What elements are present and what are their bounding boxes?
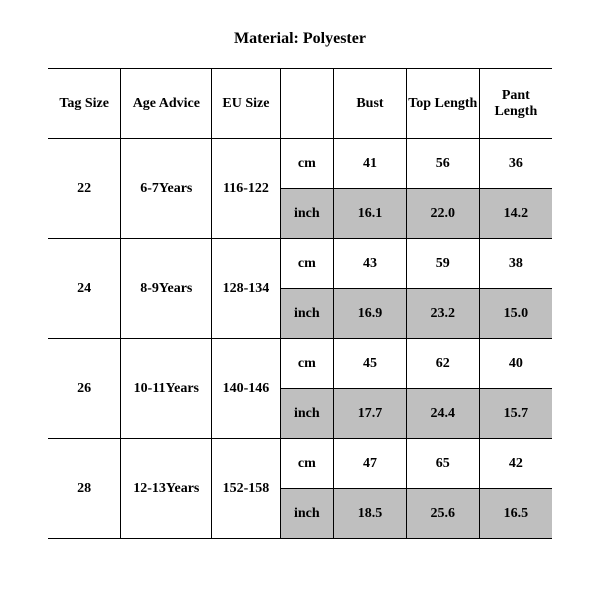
cell-top-length-inch: 23.2: [406, 289, 479, 339]
cell-pant-length-inch: 16.5: [479, 489, 552, 539]
cell-tag-size: 28: [48, 439, 121, 539]
cell-unit-inch: inch: [280, 289, 333, 339]
cell-tag-size: 24: [48, 239, 121, 339]
cell-bust-cm: 43: [334, 239, 407, 289]
cell-bust-inch: 16.1: [334, 189, 407, 239]
cell-unit-inch: inch: [280, 389, 333, 439]
cell-pant-length-inch: 15.0: [479, 289, 552, 339]
col-header-pant-length: Pant Length: [479, 69, 552, 139]
size-table: Tag Size Age Advice EU Size Bust Top Len…: [48, 68, 552, 539]
col-header-eu-size: EU Size: [212, 69, 280, 139]
table-header-row: Tag Size Age Advice EU Size Bust Top Len…: [48, 69, 552, 139]
page-title: Material: Polyester: [0, 0, 600, 68]
cell-unit-cm: cm: [280, 339, 333, 389]
cell-pant-length-cm: 40: [479, 339, 552, 389]
cell-eu-size: 140-146: [212, 339, 280, 439]
col-header-age-advice: Age Advice: [121, 69, 212, 139]
cell-bust-inch: 17.7: [334, 389, 407, 439]
cell-top-length-inch: 25.6: [406, 489, 479, 539]
table-row: 248-9Years128-134cm435938: [48, 239, 552, 289]
cell-unit-cm: cm: [280, 239, 333, 289]
cell-unit-cm: cm: [280, 139, 333, 189]
cell-age-advice: 12-13Years: [121, 439, 212, 539]
cell-bust-cm: 41: [334, 139, 407, 189]
table-body: 226-7Years116-122cm415636inch16.122.014.…: [48, 139, 552, 539]
col-header-bust: Bust: [334, 69, 407, 139]
cell-pant-length-inch: 14.2: [479, 189, 552, 239]
cell-bust-cm: 45: [334, 339, 407, 389]
cell-top-length-cm: 59: [406, 239, 479, 289]
table-row: 226-7Years116-122cm415636: [48, 139, 552, 189]
col-header-top-length: Top Length: [406, 69, 479, 139]
cell-unit-cm: cm: [280, 439, 333, 489]
cell-eu-size: 116-122: [212, 139, 280, 239]
cell-top-length-inch: 24.4: [406, 389, 479, 439]
cell-bust-cm: 47: [334, 439, 407, 489]
table-row: 2812-13Years152-158cm476542: [48, 439, 552, 489]
cell-age-advice: 6-7Years: [121, 139, 212, 239]
cell-pant-length-cm: 36: [479, 139, 552, 189]
cell-age-advice: 10-11Years: [121, 339, 212, 439]
cell-top-length-cm: 65: [406, 439, 479, 489]
size-table-container: Tag Size Age Advice EU Size Bust Top Len…: [0, 68, 600, 539]
cell-top-length-cm: 56: [406, 139, 479, 189]
cell-unit-inch: inch: [280, 489, 333, 539]
col-header-tag-size: Tag Size: [48, 69, 121, 139]
cell-pant-length-cm: 38: [479, 239, 552, 289]
cell-bust-inch: 18.5: [334, 489, 407, 539]
cell-bust-inch: 16.9: [334, 289, 407, 339]
cell-top-length-cm: 62: [406, 339, 479, 389]
table-row: 2610-11Years140-146cm456240: [48, 339, 552, 389]
cell-eu-size: 128-134: [212, 239, 280, 339]
cell-top-length-inch: 22.0: [406, 189, 479, 239]
cell-unit-inch: inch: [280, 189, 333, 239]
cell-tag-size: 22: [48, 139, 121, 239]
cell-tag-size: 26: [48, 339, 121, 439]
cell-eu-size: 152-158: [212, 439, 280, 539]
cell-age-advice: 8-9Years: [121, 239, 212, 339]
col-header-unit: [280, 69, 333, 139]
cell-pant-length-inch: 15.7: [479, 389, 552, 439]
cell-pant-length-cm: 42: [479, 439, 552, 489]
